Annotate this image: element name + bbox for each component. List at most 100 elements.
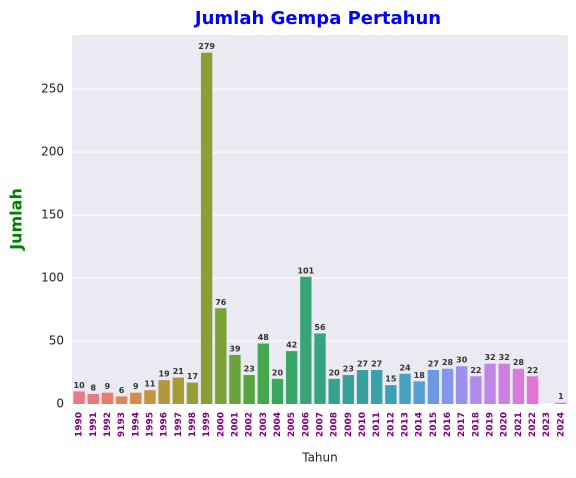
data-label: 22 [527, 366, 538, 375]
data-label: 15 [385, 375, 397, 384]
bar [413, 381, 425, 404]
bar [229, 354, 241, 404]
bar [144, 390, 156, 404]
x-tick-label: 2021 [514, 412, 524, 437]
data-label: 20 [329, 368, 341, 377]
data-label: 23 [343, 365, 354, 374]
data-label: 22 [470, 366, 481, 375]
x-tick-label: 2020 [500, 412, 510, 437]
bar [73, 391, 85, 404]
data-label: 48 [258, 333, 270, 342]
data-label: 28 [442, 358, 454, 367]
y-tick-label: 150 [41, 208, 64, 222]
data-label: 19 [159, 370, 171, 379]
y-tick-label: 100 [41, 271, 64, 285]
x-tick-label: 2016 [443, 412, 453, 437]
y-tick-label: 50 [49, 334, 64, 348]
data-label: 17 [187, 372, 198, 381]
y-tick-label: 0 [56, 397, 64, 411]
bar [130, 392, 142, 404]
x-tick-label: 2009 [344, 412, 354, 437]
bar [399, 373, 411, 404]
bar [512, 368, 525, 404]
bar [186, 382, 199, 404]
x-tick-label: 2024 [556, 412, 566, 437]
bar [385, 385, 397, 404]
y-tick-label: 200 [41, 145, 64, 159]
data-label: 20 [272, 368, 284, 377]
chart-title: Jumlah Gempa Pertahun [193, 8, 441, 29]
x-tick-label: 2008 [330, 412, 340, 437]
bar [427, 369, 440, 404]
data-label: 32 [484, 353, 495, 362]
y-axis-label: Jumlah [7, 188, 26, 251]
data-label: 42 [286, 341, 297, 350]
data-label: 18 [414, 371, 426, 380]
data-label: 1 [558, 392, 564, 401]
bar [172, 377, 184, 404]
bar [470, 376, 482, 404]
x-tick-label: 1995 [145, 412, 155, 437]
bar [441, 368, 454, 404]
data-label: 28 [513, 358, 525, 367]
bar [243, 375, 255, 404]
x-tick-label: 1994 [131, 412, 141, 437]
x-tick-label: 1991 [89, 412, 99, 437]
data-label: 9 [105, 382, 111, 391]
x-tick-label: 2011 [372, 412, 382, 437]
x-tick-label: 2017 [457, 412, 467, 437]
x-tick-label: 2022 [528, 412, 538, 437]
data-label: 30 [456, 356, 468, 365]
data-label: 27 [428, 359, 439, 368]
data-label: 39 [229, 344, 241, 353]
x-tick-label: 2007 [316, 412, 326, 437]
data-label: 24 [399, 363, 411, 372]
bar [101, 392, 114, 404]
bar [456, 366, 468, 404]
bar [200, 52, 213, 404]
x-tick-label: 2012 [386, 412, 396, 437]
y-tick-label: 250 [41, 82, 64, 96]
bar [371, 369, 383, 404]
bar [328, 378, 340, 404]
x-tick-label: 2015 [429, 412, 439, 437]
bar [498, 363, 510, 404]
data-label: 32 [499, 353, 510, 362]
x-tick-label: 2019 [486, 412, 496, 437]
x-tick-label: 2023 [542, 412, 552, 437]
bar [314, 333, 326, 404]
x-tick-label: 9193 [117, 412, 127, 437]
data-label: 76 [215, 298, 227, 307]
data-label: 27 [357, 359, 368, 368]
data-label: 6 [119, 386, 125, 395]
bar [158, 380, 170, 404]
data-label: 23 [244, 365, 255, 374]
bar [271, 378, 284, 404]
bar [555, 402, 567, 404]
bar [115, 396, 128, 404]
data-label: 9 [133, 382, 139, 391]
bar [257, 343, 269, 404]
x-tick-label: 2000 [216, 412, 226, 437]
x-axis-label: Tahun [301, 451, 338, 465]
x-tick-label: 1997 [174, 412, 184, 437]
bar [342, 375, 355, 404]
data-label: 279 [198, 42, 215, 51]
x-tick-label: 2004 [273, 412, 283, 437]
x-tick-label: 1998 [188, 412, 198, 437]
bar [285, 351, 298, 404]
x-tick-label: 2013 [401, 412, 411, 437]
bar [215, 308, 227, 404]
data-label: 8 [90, 383, 96, 392]
data-label: 27 [371, 359, 382, 368]
x-tick-label: 2018 [471, 412, 481, 437]
data-label: 10 [74, 381, 86, 390]
x-tick-label: 2010 [358, 412, 368, 437]
bar [356, 369, 369, 404]
data-label: 11 [144, 380, 156, 389]
bar [484, 363, 496, 404]
x-tick-label: 1990 [75, 412, 85, 437]
data-label: 101 [297, 266, 314, 275]
bar [300, 276, 312, 404]
